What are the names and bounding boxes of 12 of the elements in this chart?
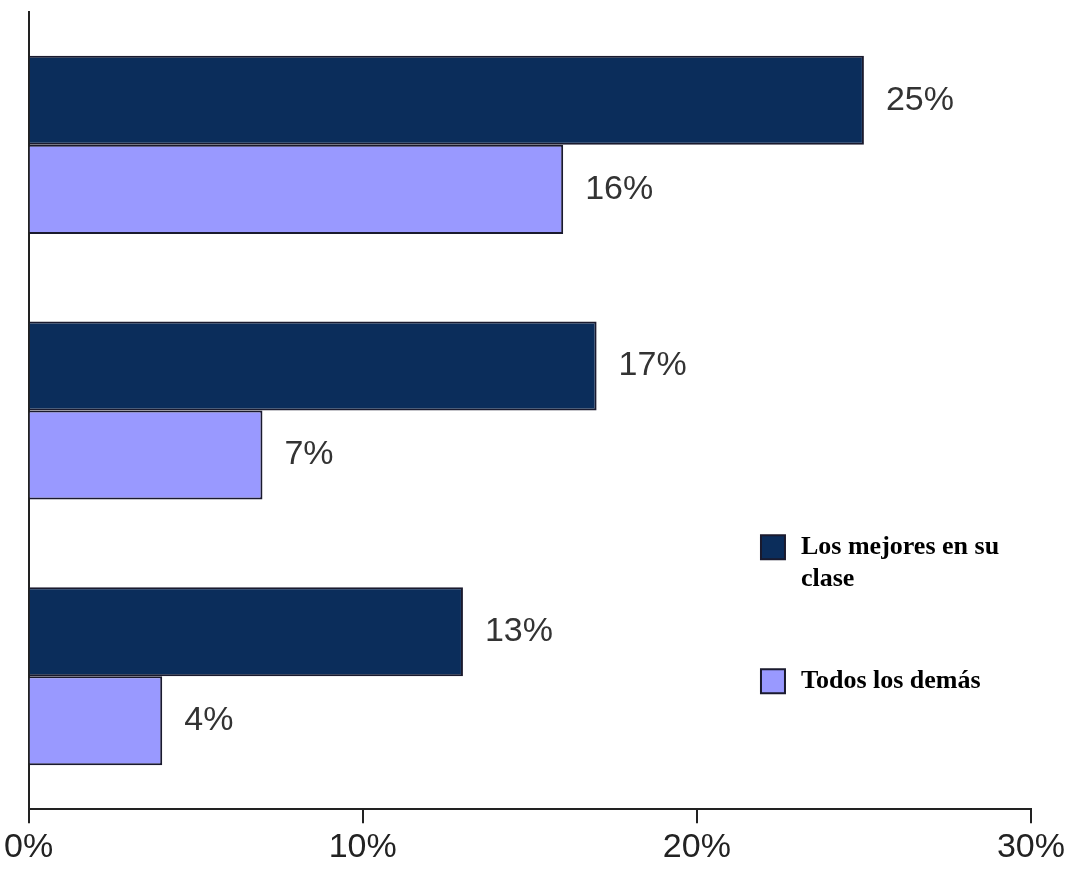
legend-label: Todos los demás: [800, 664, 981, 694]
data-label: 7%: [284, 433, 334, 472]
data-label: 16%: [585, 167, 654, 206]
data-label: 4%: [184, 699, 234, 738]
legend-label: Los mejores en su clase: [800, 530, 1000, 592]
x-tick-label: 0%: [4, 825, 54, 864]
x-tick-label: 10%: [328, 825, 397, 864]
data-label: 25%: [885, 78, 954, 117]
x-tick-label: 20%: [662, 825, 731, 864]
data-label: 13%: [484, 610, 554, 649]
data-label: 17%: [618, 344, 687, 383]
x-tick-label: 30%: [996, 825, 1066, 864]
